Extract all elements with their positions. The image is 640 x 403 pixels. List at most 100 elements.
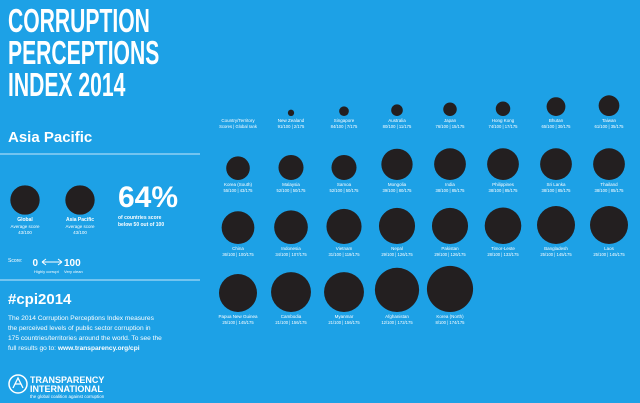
country-name: Afghanistan: [385, 314, 409, 319]
logo: TRANSPARENCY INTERNATIONAL the global co…: [8, 374, 105, 399]
bubble: [378, 207, 416, 245]
country-score: 12/100 | 172/175: [381, 320, 413, 325]
bubble: [593, 148, 625, 180]
bubble: [374, 267, 420, 312]
country-name: Nepal: [391, 246, 403, 251]
title: CORRUPTION PERCEPTIONS INDEX 2014: [8, 2, 159, 103]
country-score: 91/100 | 2/175: [278, 124, 305, 129]
country-score: 84/100 | 7/175: [331, 124, 358, 129]
country-score: 80/100 | 11/175: [383, 124, 412, 129]
bubble: [381, 148, 413, 180]
stat-caption: of countries score: [118, 215, 162, 221]
bubble: [221, 211, 255, 244]
grid-header: Country/Territory: [221, 118, 255, 123]
country-name: Thailand: [600, 182, 618, 187]
country-score: 29/100 | 126/175: [381, 252, 413, 257]
average-score: 43/100: [73, 230, 87, 235]
country-name: Timor-Leste: [491, 246, 515, 251]
average-score: 43/100: [18, 230, 32, 235]
country-score: 39/100 | 80/175: [382, 188, 412, 193]
country-score: 8/100 | 174/175: [435, 320, 465, 325]
bubble: [391, 104, 403, 116]
title-line: INDEX 2014: [8, 66, 126, 103]
bubble: [226, 156, 250, 180]
country-score: 38/100 | 85/175: [488, 188, 518, 193]
bubble: [434, 148, 466, 180]
country-score: 31/100 | 119/175: [328, 252, 360, 257]
country-name: Bhutan: [549, 118, 564, 123]
bubble: [287, 109, 295, 116]
average-bubble: [65, 185, 95, 215]
scale-low: 0: [32, 258, 38, 269]
bubble: [326, 208, 362, 244]
description-line: The 2014 Corruption Perceptions Index me…: [8, 315, 155, 322]
country-name: Vietnam: [336, 246, 353, 251]
bubble: [219, 274, 257, 312]
bubble: [274, 210, 308, 244]
country-score: 38/100 | 85/175: [435, 188, 465, 193]
country-score: 76/100 | 15/175: [435, 124, 465, 129]
title-line: PERCEPTIONS: [8, 34, 159, 71]
scale-label: Score:: [8, 258, 22, 264]
bubble: [339, 106, 349, 117]
bubble: [324, 272, 364, 312]
country-score: 21/100 | 156/175: [275, 320, 307, 325]
country-name: Philippines: [492, 182, 515, 187]
average-name: Asia Pacific: [66, 217, 94, 223]
bubble: [431, 207, 469, 245]
logo-name: TRANSPARENCY: [30, 375, 104, 385]
description-text: full results go to:: [8, 345, 56, 352]
country-name: Australia: [388, 118, 406, 123]
country-score: 34/100 | 107/175: [275, 252, 307, 257]
bubble: [426, 265, 474, 313]
country-score: 36/100 | 100/175: [222, 252, 254, 257]
scale-arrow: [41, 258, 63, 266]
average-bubble: [10, 185, 40, 215]
logo-tagline: the global coalition against corruption: [30, 394, 105, 399]
country-score: 52/100 | 50/175: [329, 188, 359, 193]
country-name: New Zealand: [278, 118, 305, 123]
country-name: Laos: [604, 246, 615, 251]
description-line: 175 countries/territories around the wor…: [8, 335, 162, 342]
country-name: Singapore: [334, 118, 355, 123]
bubble: [484, 207, 522, 244]
country-score: 74/100 | 17/175: [488, 124, 518, 129]
country-name: Indonesia: [281, 246, 301, 251]
country-score: 38/100 | 85/175: [541, 188, 571, 193]
description-line: full results go to: www.transparency.org…: [8, 345, 140, 352]
country-name: Sri Lanka: [546, 182, 566, 187]
bubble: [278, 154, 304, 180]
country-name: Taiwan: [602, 118, 617, 123]
country-score: 65/100 | 30/175: [541, 124, 571, 129]
hashtag: #cpi2014: [8, 291, 72, 308]
country-name: Korea (North): [436, 314, 464, 319]
country-name: Papua New Guinea: [218, 314, 258, 319]
bubble: [331, 154, 357, 180]
bubble: [443, 102, 457, 116]
country-name: Malaysia: [282, 182, 300, 187]
country-score: 61/100 | 35/175: [594, 124, 624, 129]
bubble: [546, 97, 566, 116]
bubble: [271, 272, 311, 312]
logo-icon: [8, 374, 28, 394]
bubble: [590, 206, 628, 244]
country-score: 25/100 | 145/175: [540, 252, 572, 257]
bubble: [487, 148, 519, 180]
stat-value: 64%: [118, 181, 178, 214]
logo-name: INTERNATIONAL: [30, 384, 103, 394]
country-name: Pakistan: [441, 246, 459, 251]
country-name: China: [232, 246, 244, 251]
bubble: [598, 95, 620, 116]
bubble: [495, 101, 511, 116]
bubble: [540, 148, 572, 180]
country-name: Bangladesh: [544, 246, 568, 251]
country-score: 25/100 | 145/175: [222, 320, 254, 325]
country-score: 38/100 | 85/175: [594, 188, 624, 193]
logo-icon: [12, 376, 24, 389]
bubble: [537, 206, 575, 244]
country-name: Japan: [444, 118, 457, 123]
